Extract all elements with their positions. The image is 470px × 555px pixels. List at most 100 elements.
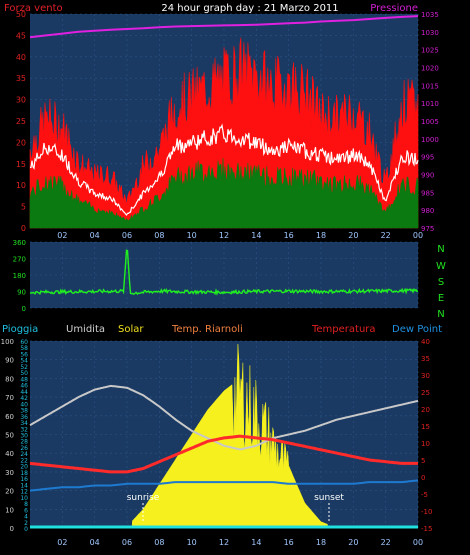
solar-y-tick: 34 xyxy=(20,420,28,427)
solar-y-tick: 60 xyxy=(20,339,28,346)
solar-y-tick: 2 xyxy=(24,520,28,527)
time-tick: 00 xyxy=(413,538,423,547)
temp-y-tick: 5 xyxy=(421,457,425,465)
time-tick: 16 xyxy=(284,231,294,240)
temp-y-tick: -5 xyxy=(421,491,428,499)
graph-title: 24 hour graph day : 21 Marzo 2011 xyxy=(161,3,338,14)
solar-y-tick: 8 xyxy=(24,501,28,508)
time-tick: 06 xyxy=(122,231,132,240)
temp-y-tick: -15 xyxy=(421,525,432,533)
humidity-y-tick: 0 xyxy=(10,525,14,533)
humidity-y-tick: 90 xyxy=(5,357,14,365)
series-dewpoint xyxy=(29,479,419,492)
time-tick: 10 xyxy=(187,231,197,240)
time-tick: 22 xyxy=(381,538,391,547)
time-tick: 20 xyxy=(348,538,358,547)
wind-y-tick: 0 xyxy=(21,224,26,233)
solar-y-tick: 24 xyxy=(20,451,28,458)
time-tick: 06 xyxy=(122,538,132,547)
wind-y-tick: 20 xyxy=(16,138,26,147)
temp-y-tick: 15 xyxy=(421,423,430,431)
legend-dewpoint: Dew Point xyxy=(392,324,442,335)
pressure-y-tick: 990 xyxy=(421,172,434,180)
wind-y-tick: 35 xyxy=(16,74,26,83)
time-tick: 14 xyxy=(251,231,261,240)
humidity-y-tick: 40 xyxy=(5,450,14,458)
temp-y-tick: 30 xyxy=(421,372,430,380)
sunrise-label: sunrise xyxy=(127,493,160,503)
pressure-y-tick: 980 xyxy=(421,207,434,215)
time-tick: 00 xyxy=(413,231,423,240)
solar-y-tick: 38 xyxy=(20,408,28,415)
compass-n2: N xyxy=(437,309,444,320)
solar-y-tick: 22 xyxy=(20,457,28,464)
gridlines xyxy=(30,13,419,529)
legend-humidity: Umidita xyxy=(66,324,105,335)
pressure-y-tick: 1010 xyxy=(421,100,439,108)
compass-s: S xyxy=(438,277,444,288)
solar-y-tick: 18 xyxy=(20,470,28,477)
solar-y-tick: 12 xyxy=(20,489,28,496)
time-tick: 04 xyxy=(90,538,100,547)
pressure-y-tick: 985 xyxy=(421,189,434,197)
solar-y-tick: 6 xyxy=(24,507,28,514)
humidity-y-tick: 60 xyxy=(5,413,14,421)
humidity-y-tick: 70 xyxy=(5,394,14,402)
time-tick: 14 xyxy=(251,538,261,547)
solar-y-tick: 0 xyxy=(24,526,28,533)
solar-y-tick: 36 xyxy=(20,414,28,421)
pressure-y-tick: 1000 xyxy=(421,136,439,144)
legend-temperature: Temperatura xyxy=(311,324,376,335)
legend-rain: Pioggia xyxy=(2,324,38,335)
solar-y-tick: 30 xyxy=(20,433,28,440)
time-tick: 16 xyxy=(284,538,294,547)
time-tick: 18 xyxy=(316,231,326,240)
humidity-y-tick: 30 xyxy=(5,469,14,477)
solar-y-tick: 10 xyxy=(20,495,28,502)
temp-y-tick: 0 xyxy=(421,474,425,482)
series-wind-low xyxy=(29,157,419,229)
direction-y-tick: 90 xyxy=(17,289,26,297)
series-pressure xyxy=(29,15,419,39)
time-tick: 18 xyxy=(316,538,326,547)
wind-y-tick: 30 xyxy=(16,96,26,105)
pressure-y-tick: 1035 xyxy=(421,11,439,19)
pressure-y-tick: 1005 xyxy=(421,118,439,126)
legend-solar: Solar xyxy=(118,324,144,335)
direction-y-tick: 0 xyxy=(22,305,26,313)
humidity-y-tick: 80 xyxy=(5,375,14,383)
time-tick: 08 xyxy=(154,538,164,547)
tick-labels: 0510152025303540455097598098599099510001… xyxy=(1,10,439,547)
series-wind-direction xyxy=(29,249,419,296)
solar-y-tick: 32 xyxy=(20,426,28,433)
time-tick: 02 xyxy=(57,231,67,240)
legend-temp-remote: Temp. Riarnoli xyxy=(171,324,243,335)
pressure-y-tick: 1015 xyxy=(421,82,439,90)
time-tick: 04 xyxy=(90,231,100,240)
pressure-label: Pressione xyxy=(370,3,418,14)
temp-y-tick: -10 xyxy=(421,508,432,516)
data-series xyxy=(29,15,419,529)
humidity-y-tick: 20 xyxy=(5,488,14,496)
solar-y-tick: 4 xyxy=(24,514,28,521)
direction-y-tick: 270 xyxy=(13,256,26,264)
time-tick: 08 xyxy=(154,231,164,240)
wind-y-tick: 40 xyxy=(16,53,26,62)
wind-force-label: Forza vento xyxy=(4,3,63,14)
wind-y-tick: 5 xyxy=(21,203,26,212)
compass-n: N xyxy=(437,244,444,255)
compass-e: E xyxy=(438,293,444,304)
series-humidity xyxy=(29,384,419,451)
solar-y-tick: 54 xyxy=(20,358,28,365)
solar-y-tick: 14 xyxy=(20,482,28,489)
compass-w: W xyxy=(436,261,446,272)
time-tick: 20 xyxy=(348,231,358,240)
wind-y-tick: 45 xyxy=(16,31,26,40)
solar-y-tick: 40 xyxy=(20,401,28,408)
pressure-y-tick: 975 xyxy=(421,225,434,233)
solar-y-tick: 42 xyxy=(20,395,28,402)
humidity-y-tick: 50 xyxy=(5,432,14,440)
solar-y-tick: 58 xyxy=(20,345,28,352)
pressure-y-tick: 995 xyxy=(421,154,434,162)
solar-y-tick: 56 xyxy=(20,351,28,358)
